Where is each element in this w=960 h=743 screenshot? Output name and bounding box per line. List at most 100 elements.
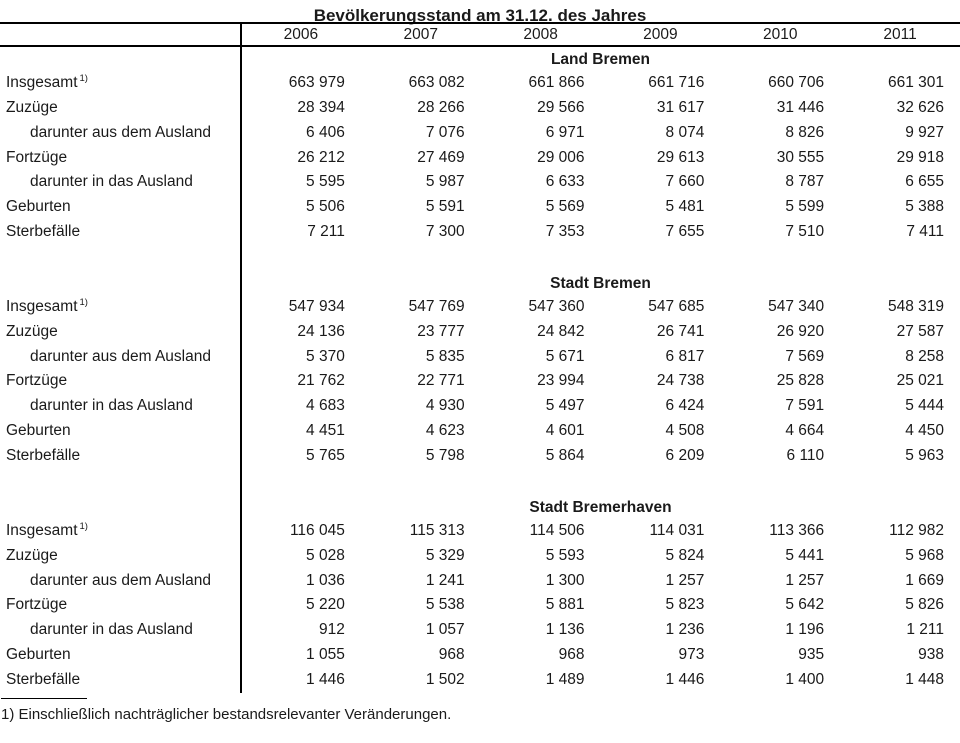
- cell-value: 112 982: [889, 521, 944, 539]
- cell-value: 5 569: [545, 198, 585, 216]
- row-label: Fortzüge: [6, 596, 68, 614]
- cell-value: 1 489: [545, 670, 585, 688]
- table-row: darunter aus dem Ausland 6 406 7 076 6 971 8…: [0, 121, 960, 146]
- cell-value: 5 444: [905, 397, 944, 415]
- cell-value: 661 866: [528, 74, 585, 91]
- cell-value: 6 209: [665, 446, 705, 464]
- row-label: Sterbefälle: [6, 446, 81, 464]
- cell-value: 6 971: [545, 123, 585, 141]
- cell-value: 23 777: [417, 322, 465, 340]
- cell-value: 5 497: [545, 397, 585, 415]
- cell-value: 7 076: [425, 123, 465, 141]
- table-row: darunter in das Ausland 4 683 4 930 5 497 6 …: [0, 394, 960, 419]
- cell-value: 4 683: [306, 397, 345, 415]
- cell-value: 7 660: [665, 173, 705, 191]
- row-label: darunter in das Ausland: [30, 621, 193, 639]
- row-label: darunter in das Ausland: [30, 397, 193, 415]
- cell-value: 548 319: [887, 297, 944, 315]
- cell-value: 1 055: [306, 646, 345, 664]
- row-label: Insgesamt 1): [6, 520, 88, 539]
- cell-value: 1 241: [425, 571, 465, 589]
- cell-value: 6 633: [545, 173, 585, 191]
- cell-value: 114 031: [649, 521, 705, 539]
- cell-value: 26 920: [776, 322, 825, 340]
- cell-value: 5 671: [545, 347, 585, 365]
- cell-value: 1 236: [665, 621, 705, 639]
- cell-value: 1 257: [665, 571, 705, 589]
- cell-value: 1 669: [905, 571, 944, 589]
- cell-value: 1 446: [665, 670, 705, 688]
- table-row: darunter aus dem Ausland 1 036 1 241 1 300 1…: [0, 569, 960, 594]
- page-title: Bevölkerungsstand am 31.12. des Jahres: [313, 6, 647, 25]
- section-land-bremen: Land Bremen Insgesamt 1) 663 979 663 082 661…: [0, 47, 960, 245]
- cell-value: 7 569: [785, 347, 825, 365]
- table-row: darunter in das Ausland 5 595 5 987 6 633 7 …: [0, 170, 960, 195]
- table-row: Geburten 5 506 5 591 5 569 5 481 5 599 5 388: [0, 195, 960, 220]
- cell-value: 1 036: [306, 571, 345, 589]
- cell-value: 7 211: [307, 223, 345, 241]
- cell-value: 1 502: [425, 670, 465, 688]
- cell-value: 5 441: [785, 546, 825, 564]
- cell-value: 6 424: [665, 397, 705, 415]
- cell-value: 660 706: [768, 74, 825, 91]
- table-row: Sterbefälle 1 446 1 502 1 489 1 446 1 400 1 44…: [0, 668, 960, 693]
- table-row: Sterbefälle 7 211 7 300 7 353 7 655 7 510 7 41…: [0, 220, 960, 245]
- cell-value: 1 057: [425, 621, 465, 639]
- row-label: Insgesamt 1): [6, 296, 88, 315]
- section-title: Stadt Bremen: [550, 274, 651, 292]
- footnote-marker: 1): [79, 72, 88, 84]
- cell-value: 1 448: [905, 670, 944, 688]
- cell-value: 27 587: [896, 322, 944, 340]
- cell-value: 5 591: [425, 198, 465, 216]
- cell-value: 21 762: [297, 372, 345, 390]
- row-label: darunter in das Ausland: [30, 173, 193, 191]
- cell-value: 8 258: [905, 347, 944, 365]
- cell-value: 6 655: [905, 173, 944, 191]
- cell-value: 5 028: [306, 546, 345, 564]
- cell-value: 5 370: [306, 347, 345, 365]
- cell-value: 115 313: [409, 521, 465, 539]
- cell-value: 113 366: [769, 521, 825, 539]
- section-title: Land Bremen: [550, 51, 651, 68]
- footnote: 1) Einschließlich nachträglicher bestand…: [1, 705, 452, 723]
- cell-value: 1 257: [785, 571, 825, 589]
- population-table: 2006 2007 2008 2009 2010 2011 Land Breme…: [0, 22, 960, 693]
- cell-value: 663 082: [408, 74, 465, 91]
- cell-value: 547 934: [288, 297, 345, 315]
- row-label: Geburten: [6, 422, 71, 440]
- cell-value: 26 741: [656, 322, 705, 340]
- table-row: Insgesamt 1) 116 045 115 313 114 506 114 031 1…: [0, 519, 960, 544]
- cell-value: 24 738: [656, 372, 705, 390]
- cell-value: 7 300: [425, 223, 465, 241]
- cell-value: 547 685: [648, 297, 705, 315]
- table-row: Zuzüge 5 028 5 329 5 593 5 824 5 441 5 968: [0, 544, 960, 569]
- cell-value: 7 591: [785, 397, 825, 415]
- cell-value: 5 864: [545, 446, 585, 464]
- row-label: Geburten: [6, 646, 71, 664]
- column-header-2010: 2010: [763, 26, 798, 43]
- cell-value: 1 136: [545, 621, 585, 639]
- cell-value: 25 828: [776, 372, 825, 390]
- section-rows: Insgesamt 1) 116 045 115 313 114 506 114 031 1…: [0, 519, 960, 693]
- column-header-2011: 2011: [883, 26, 917, 43]
- row-label: darunter aus dem Ausland: [30, 347, 211, 365]
- footnote-marker: 1): [79, 296, 88, 308]
- cell-value: 5 963: [905, 446, 944, 464]
- cell-value: 547 340: [768, 297, 825, 315]
- cell-value: 5 642: [785, 596, 825, 614]
- section-stadt-bremerhaven: Stadt Bremerhaven Insgesamt 1) 116 045 115 …: [0, 495, 960, 693]
- table-row: Insgesamt 1) 663 979 663 082 661 866 661 716 6…: [0, 71, 960, 96]
- footnote-divider: [1, 697, 87, 699]
- cell-value: 7 411: [906, 223, 944, 241]
- cell-value: 4 623: [425, 422, 465, 440]
- cell-value: 5 881: [545, 596, 585, 614]
- cell-value: 31 446: [776, 98, 825, 116]
- cell-value: 29 613: [656, 148, 705, 166]
- column-header-2006: 2006: [283, 26, 319, 43]
- cell-value: 1 446: [306, 670, 345, 688]
- row-label: darunter aus dem Ausland: [30, 571, 211, 589]
- row-label: Zuzüge: [6, 322, 58, 340]
- cell-value: 6 817: [665, 347, 705, 365]
- cell-value: 6 110: [786, 446, 825, 464]
- row-label: Geburten: [6, 198, 71, 216]
